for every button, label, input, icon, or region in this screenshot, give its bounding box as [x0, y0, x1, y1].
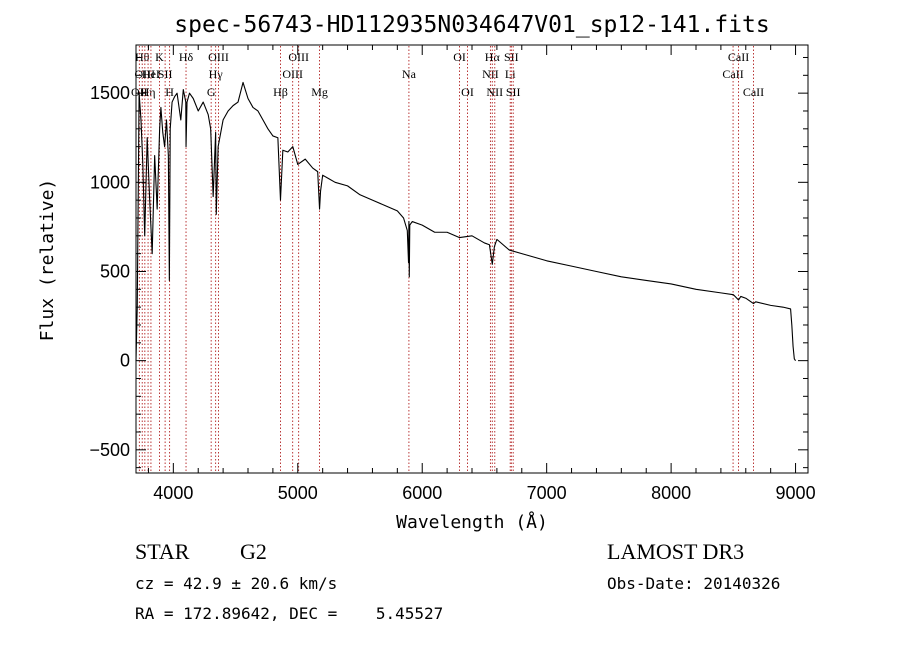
spectral-line-label: SII	[506, 85, 521, 99]
spectral-line-label: Hα	[485, 50, 501, 64]
x-tick-label: 5000	[278, 483, 318, 503]
plot-frame	[135, 44, 809, 474]
spectral-line-label: G	[207, 85, 216, 99]
spectral-line-label: OIII	[282, 67, 303, 81]
spectral-line-label: NII	[482, 67, 499, 81]
plot-layer	[135, 81, 797, 361]
spectral-line-label: Mg	[311, 85, 328, 99]
object-subclass: G2	[240, 539, 267, 564]
y-tick-label: 500	[100, 261, 130, 281]
spectral-line-label: Hγ	[209, 67, 224, 81]
spectral-lines-layer: OII Hθ OIII Hη HeI K SII H Hδ G Hγ OIII Hβ OIII OIII Mg…	[131, 46, 764, 472]
spectral-line-label: CaII	[728, 50, 749, 64]
spectral-line-label: Hθ	[135, 50, 150, 64]
spectral-line-label: Li	[505, 67, 516, 81]
x-tick-label: 8000	[651, 483, 691, 503]
spectral-line-label: SII	[158, 67, 173, 81]
y-tick-label: 1000	[90, 172, 130, 192]
spectral-line-label: OI	[453, 50, 466, 64]
spectral-line-label: HeI	[142, 67, 160, 81]
spectral-line-label: Hη	[141, 85, 156, 99]
spectrum-series-line	[135, 81, 797, 361]
spectral-line-label: Na	[402, 67, 417, 81]
spectral-line-label: H	[165, 85, 174, 99]
redshift-cz: cz = 42.9 ± 20.6 km/s	[135, 574, 337, 593]
coordinates: RA = 172.89642, DEC = 5.45527	[135, 604, 443, 623]
x-tick-label: 6000	[402, 483, 442, 503]
spectral-line-label: OIII	[135, 67, 156, 81]
spectral-line-label: Hβ	[273, 85, 288, 99]
spectral-line-label: OI	[461, 85, 474, 99]
x-axis-label: Wavelength (Å)	[396, 511, 548, 533]
x-tick-label: 9000	[776, 483, 816, 503]
spectral-line-label: K	[155, 50, 164, 64]
observation-date: Obs-Date: 20140326	[607, 574, 780, 593]
y-tick-label: 1500	[90, 83, 130, 103]
x-tick-label: 7000	[527, 483, 567, 503]
survey-name: LAMOST DR3	[607, 539, 744, 564]
spectral-line-label: Hδ	[179, 50, 194, 64]
spectral-line-label: CaII	[722, 67, 743, 81]
spectral-line-label: OIII	[288, 50, 309, 64]
y-axis-label: Flux (relative)	[37, 179, 58, 342]
y-tick-label: −500	[89, 440, 130, 460]
axis-layer: 4000 5000 6000 7000 8000 9000 −500 0 500 1000 1500	[89, 45, 816, 503]
object-type: STAR	[135, 539, 190, 564]
spectral-line-label: OII	[131, 85, 148, 99]
chart-title: spec-56743-HD112935N034647V01_sp12-141.f…	[174, 12, 769, 38]
y-tick-label: 0	[120, 351, 130, 371]
spectral-line-label: OIII	[208, 50, 229, 64]
spectral-line-label: CaII	[743, 85, 764, 99]
spectral-line-label: NII	[486, 85, 503, 99]
spectral-line-label: SII	[504, 50, 519, 64]
x-tick-label: 4000	[153, 483, 193, 503]
